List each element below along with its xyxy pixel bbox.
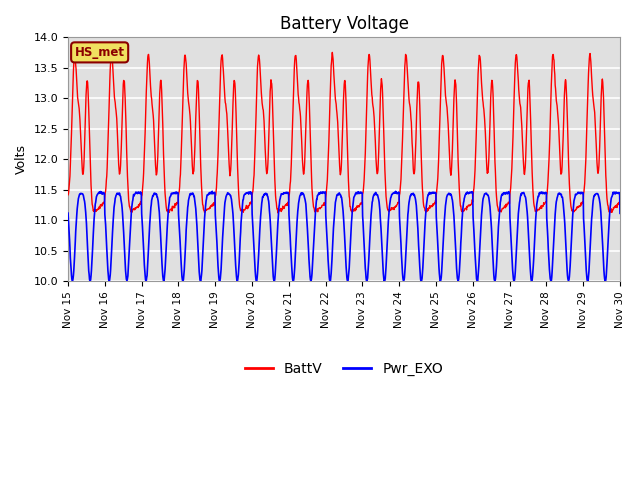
Pwr_EXO: [209, 188, 216, 194]
Pwr_EXO: [431, 190, 438, 195]
Pwr_EXO: [502, 190, 510, 195]
Pwr_EXO: [64, 210, 72, 216]
BattV: [551, 83, 559, 88]
Text: HS_met: HS_met: [75, 46, 125, 59]
Pwr_EXO: [250, 232, 257, 238]
BattV: [249, 190, 257, 195]
BattV: [328, 49, 336, 55]
Pwr_EXO: [188, 191, 195, 196]
Title: Battery Voltage: Battery Voltage: [280, 15, 408, 33]
Line: Pwr_EXO: Pwr_EXO: [68, 191, 620, 281]
Line: BattV: BattV: [68, 52, 620, 213]
BattV: [187, 127, 195, 132]
BattV: [616, 192, 624, 198]
BattV: [274, 210, 282, 216]
Legend: BattV, Pwr_EXO: BattV, Pwr_EXO: [239, 357, 449, 382]
Pwr_EXO: [86, 278, 94, 284]
BattV: [502, 204, 510, 209]
Pwr_EXO: [174, 190, 182, 195]
BattV: [431, 201, 438, 206]
BattV: [64, 192, 72, 198]
Pwr_EXO: [551, 211, 559, 217]
Pwr_EXO: [616, 210, 624, 216]
BattV: [173, 200, 181, 205]
Y-axis label: Volts: Volts: [15, 144, 28, 174]
